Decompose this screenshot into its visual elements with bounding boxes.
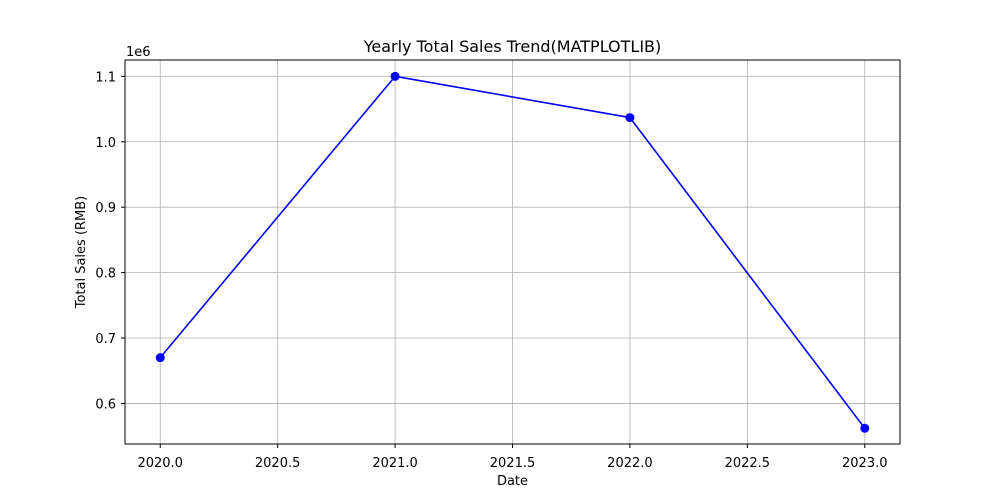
y-tick-label: 0.9	[95, 201, 116, 216]
y-axis-label: Total Sales (RMB)	[74, 196, 89, 310]
data-point-marker	[155, 353, 165, 363]
y-axis-ticks: 0.6 0.7 0.8 0.9 1.0 1.1	[95, 70, 125, 412]
grid	[125, 60, 900, 444]
data-point-marker	[625, 113, 635, 123]
chart-title: Yearly Total Sales Trend(MATPLOTLIB)	[363, 37, 662, 56]
y-tick-label: 0.6	[95, 397, 116, 412]
x-tick-label: 2023.0	[842, 456, 888, 471]
y-axis-offset-text: 1e6	[126, 45, 151, 60]
x-axis-ticks: 2020.0 2020.5 2021.0 2021.5 2022.0 2022.5 2023…	[137, 444, 888, 471]
series-layer	[155, 71, 870, 433]
series-line	[159, 75, 866, 429]
y-tick-label: 0.8	[95, 267, 116, 282]
x-tick-label: 2022.5	[725, 456, 771, 471]
x-tick-label: 2020.5	[255, 456, 301, 471]
x-tick-label: 2021.0	[372, 456, 418, 471]
y-tick-label: 1.0	[95, 136, 116, 151]
data-point-marker	[390, 71, 400, 81]
x-tick-label: 2021.5	[490, 456, 536, 471]
x-tick-label: 2020.0	[137, 456, 183, 471]
x-axis-label: Date	[497, 474, 528, 489]
data-point-marker	[860, 423, 870, 433]
y-tick-label: 1.1	[95, 70, 116, 85]
y-tick-label: 0.7	[95, 332, 116, 347]
x-tick-label: 2022.0	[607, 456, 653, 471]
